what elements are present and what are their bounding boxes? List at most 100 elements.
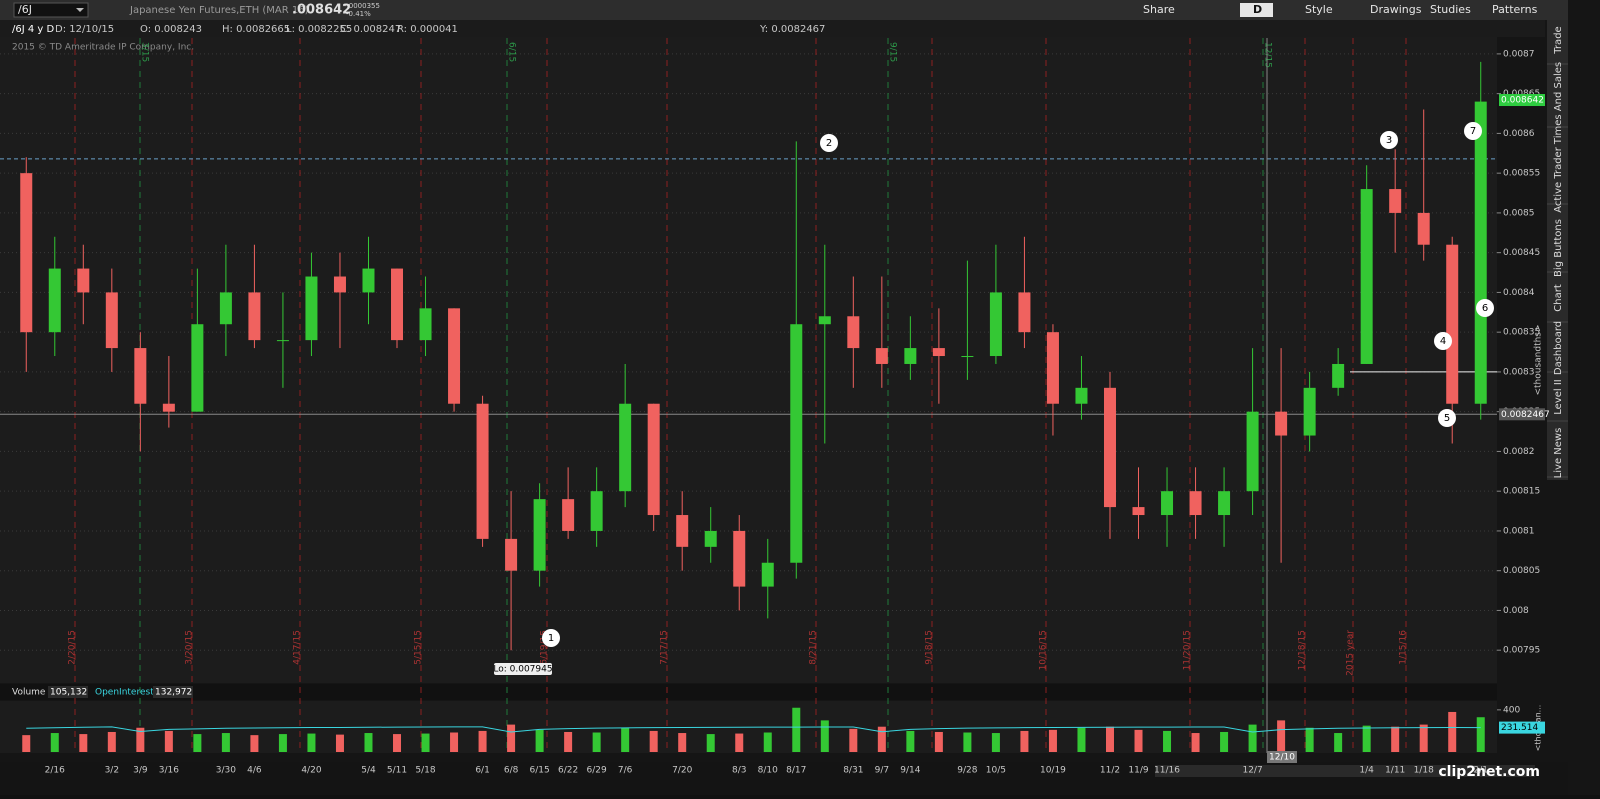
x-tick-label: 8/31 <box>843 766 863 776</box>
sidebar-tab[interactable]: Dashboard <box>1553 321 1564 375</box>
x-tick-label: 5/18 <box>415 766 435 776</box>
volume-bar <box>706 734 715 752</box>
period-box[interactable] <box>1240 3 1273 17</box>
candle-body <box>904 348 917 364</box>
annotation-number: 6 <box>1482 303 1488 314</box>
volume-header <box>0 684 1497 700</box>
annotation-marker <box>1464 122 1482 140</box>
volume-bar <box>1191 733 1200 752</box>
x-tick-label: 6/1 <box>475 766 489 776</box>
candle-body <box>1018 292 1031 333</box>
candle-body <box>1275 411 1288 436</box>
cursor-date: 12/10 <box>1269 753 1295 763</box>
low-label: Lo: 0.007945 <box>493 665 552 675</box>
x-tick-label: 5/11 <box>387 766 407 776</box>
volume-bar <box>136 727 145 752</box>
annotation-marker <box>542 629 560 647</box>
volume-bar <box>963 732 972 752</box>
volume-bar <box>1020 730 1029 752</box>
y-tick-label: 0.0084 <box>1503 288 1535 298</box>
volume-bar <box>478 730 487 752</box>
volume-bar <box>877 726 886 752</box>
change-pct: -0.41% <box>346 10 371 18</box>
info-item: O: 0.008243 <box>140 24 202 35</box>
candle-body <box>1103 387 1116 508</box>
candle-body <box>1132 507 1145 516</box>
sidebar-tab[interactable]: Active Trader <box>1553 146 1564 212</box>
candle-body <box>505 538 518 571</box>
x-tick-label: 4/20 <box>301 766 321 776</box>
expiry-label: 3/15 <box>140 42 150 62</box>
x-tick-label: 7/6 <box>618 766 633 776</box>
patterns-button[interactable]: Patterns <box>1492 3 1538 16</box>
volume-bar <box>763 732 772 752</box>
y-tick-label: 400 <box>1503 705 1520 715</box>
scrollbar[interactable] <box>1155 765 1535 777</box>
drawings-button[interactable]: Drawings <box>1370 3 1422 16</box>
y-tick-label: 0.00795 <box>1503 646 1540 656</box>
candle-body <box>1474 101 1487 404</box>
low-label-box <box>494 663 552 675</box>
volume-bar <box>678 733 687 752</box>
volume-bar <box>934 731 943 752</box>
volume-bar <box>849 728 858 752</box>
volume-bar <box>22 735 31 752</box>
candle-body <box>1075 387 1088 404</box>
volume-bar <box>221 733 230 752</box>
period-button[interactable]: D <box>1253 3 1262 16</box>
symbol-box[interactable] <box>13 2 89 18</box>
sidebar-tab[interactable]: Live News <box>1553 428 1564 479</box>
x-tick-label: 8/17 <box>786 766 806 776</box>
sidebar-tab[interactable]: Trade <box>1553 26 1564 54</box>
y-tick-label: 0.0081 <box>1503 526 1535 536</box>
dropdown-arrow[interactable] <box>76 8 84 12</box>
y-tick-label: 0.00815 <box>1503 487 1540 497</box>
volume-bar <box>1077 727 1086 752</box>
sidebar-tab[interactable]: Times And Sales <box>1553 62 1564 145</box>
candle-body <box>562 499 575 531</box>
volume-bar <box>193 734 202 752</box>
volume-bar <box>535 729 544 752</box>
annotation-marker <box>1476 299 1494 317</box>
volume-bar <box>735 733 744 752</box>
legend-readout: 132,972 <box>155 688 192 698</box>
sidebar-tab[interactable]: Chart <box>1553 284 1564 312</box>
share-button[interactable]: Share <box>1143 3 1175 16</box>
x-tick-label: 6/8 <box>504 766 519 776</box>
x-tick-label: 11/16 <box>1154 766 1180 776</box>
x-tick-label: 9/14 <box>900 766 920 776</box>
period-label: 3/20/15 <box>185 630 195 665</box>
y-tick-label: 0.008 <box>1503 606 1529 616</box>
candle-body <box>1189 491 1202 516</box>
legend-readout: 105,132 <box>50 688 87 698</box>
volume-bar <box>450 732 459 752</box>
candle-body <box>134 348 147 404</box>
candle-body <box>1360 189 1373 364</box>
candle-body <box>847 316 860 349</box>
volume-bar <box>1448 711 1457 752</box>
style-button[interactable]: Style <box>1305 3 1333 16</box>
volume-bar <box>1105 726 1114 752</box>
volume-bar <box>649 730 658 752</box>
candle-body <box>989 292 1002 357</box>
volume-bar <box>307 733 316 752</box>
info-item: L: 0.0082255 <box>286 24 352 35</box>
annotation-number: 5 <box>1444 413 1450 424</box>
studies-button[interactable]: Studies <box>1430 3 1471 16</box>
y-axis-label: <thousandths> <box>1534 324 1544 395</box>
x-tick-label: 10/19 <box>1040 766 1066 776</box>
y-tick-label: 0.0087 <box>1503 49 1535 59</box>
sidebar-tab[interactable]: Level II <box>1553 379 1564 414</box>
volume-bar <box>364 733 373 752</box>
info-item: D: 12/10/15 <box>55 24 114 35</box>
period-label: 2/20/15 <box>68 630 78 665</box>
x-tick-label: 8/10 <box>758 766 778 776</box>
candle-body <box>1417 212 1430 245</box>
volume-bar <box>906 730 915 752</box>
symbol[interactable]: /6J <box>18 3 32 16</box>
x-tick-label: 11/2 <box>1100 766 1120 776</box>
candle-body <box>191 324 204 412</box>
sidebar-tab[interactable]: Big Buttons <box>1553 219 1564 277</box>
x-tick-label: 2/1 <box>1473 766 1487 776</box>
